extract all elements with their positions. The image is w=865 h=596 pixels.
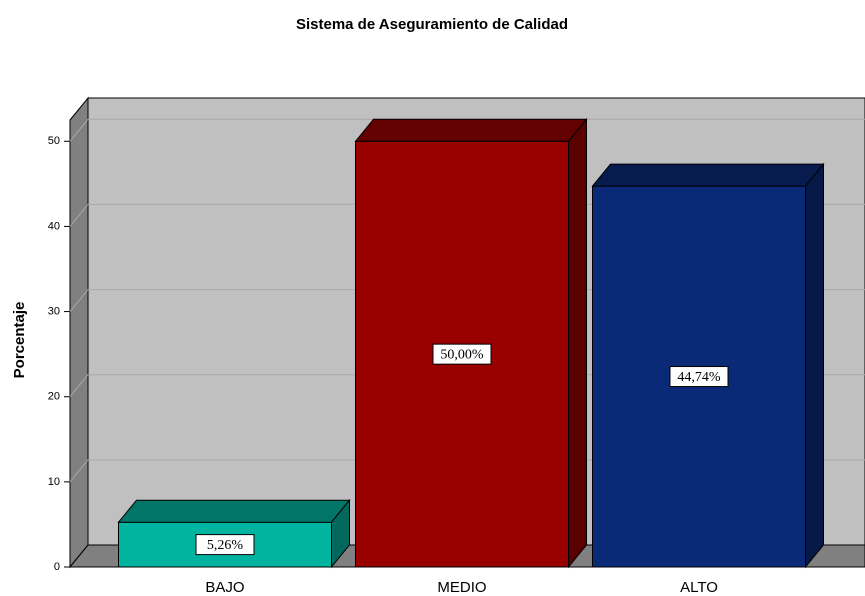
data-label: 50,00% <box>440 347 484 362</box>
bar-side <box>568 117 587 569</box>
data-label: 44,74% <box>677 370 721 385</box>
bar-top <box>117 499 351 523</box>
grid-line <box>69 459 89 483</box>
grid-line <box>69 118 89 142</box>
y-tick-label: 20 <box>48 391 60 403</box>
grid-line <box>69 289 89 312</box>
chart-title: Sistema de Aseguramiento de Calidad <box>296 16 568 33</box>
y-tick-label: 0 <box>54 561 60 573</box>
x-tick-label: ALTO <box>680 579 718 596</box>
data-label: 5,26% <box>207 538 244 553</box>
grid-line <box>69 374 89 398</box>
y-tick-label: 10 <box>48 476 60 488</box>
grid-line <box>69 204 89 227</box>
y-tick-label: 40 <box>48 220 60 232</box>
bar-side <box>331 498 350 569</box>
bar-top <box>591 163 825 187</box>
bar-side <box>805 162 824 569</box>
data-label-box <box>669 366 729 388</box>
x-tick-label: MEDIO <box>437 579 486 596</box>
data-label-box <box>432 343 492 365</box>
left-wall <box>69 96 89 569</box>
y-tick-label: 50 <box>48 135 60 147</box>
bar-top <box>354 118 588 142</box>
y-tick-label: 30 <box>48 305 60 317</box>
data-label-box <box>195 534 255 556</box>
x-tick-label: BAJO <box>205 579 244 596</box>
y-axis-label: Porcentaje <box>11 302 28 379</box>
